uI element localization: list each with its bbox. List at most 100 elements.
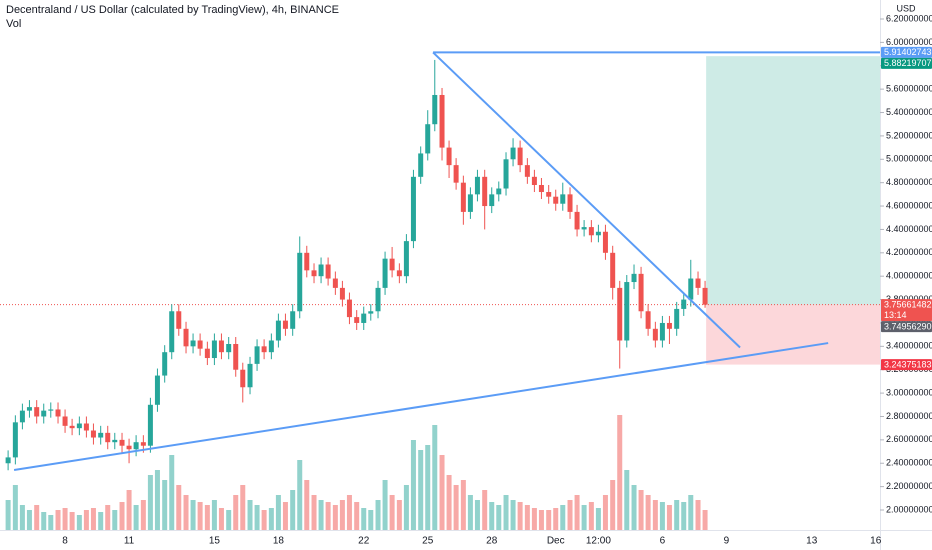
candle-body — [674, 308, 680, 329]
candle-body — [190, 340, 196, 347]
candle-body — [560, 194, 566, 204]
volume-bar — [83, 510, 89, 530]
candle-body — [19, 410, 25, 423]
candle-body — [588, 227, 594, 236]
volume-bar — [467, 495, 473, 530]
candle-body — [346, 299, 352, 318]
volume-bar — [218, 508, 224, 530]
volume-bar — [346, 495, 352, 530]
volume-bar — [538, 510, 544, 530]
volume-bar — [496, 505, 502, 530]
candle-body — [489, 194, 495, 207]
volume-bar — [12, 485, 18, 530]
candle-body — [204, 348, 210, 359]
volume-bar — [695, 500, 701, 530]
volume-bar — [254, 505, 260, 530]
volume-bar — [389, 495, 395, 530]
position-profit-zone — [706, 56, 880, 305]
x-tick-label: 22 — [358, 536, 370, 547]
candle-body — [446, 147, 452, 166]
candle-body — [624, 282, 630, 341]
y-tick-label: 5.20000000 — [886, 130, 932, 140]
candle-body — [339, 287, 345, 300]
candle-body — [631, 273, 637, 283]
volume-bar — [268, 508, 274, 530]
candle-body — [581, 227, 587, 230]
volume-bar — [410, 440, 416, 530]
volume-bar — [176, 485, 182, 530]
y-tick-label: 4.40000000 — [886, 224, 932, 234]
volume-bar — [112, 510, 118, 530]
volume-bar — [446, 475, 452, 530]
x-tick-label: 25 — [422, 536, 434, 547]
volume-bar — [41, 512, 47, 530]
volume-bar — [76, 515, 82, 530]
volume-bar — [375, 500, 381, 530]
candle-body — [140, 442, 146, 446]
candle-body — [112, 439, 118, 443]
candle-body — [524, 165, 530, 177]
candle-body — [361, 313, 367, 323]
countdown-label: 13:14 — [884, 310, 907, 320]
candle-body — [638, 273, 644, 312]
x-tick-label: 13 — [806, 536, 818, 547]
y-tick-label: 5.40000000 — [886, 107, 932, 117]
volume-bar — [617, 415, 623, 530]
trend-line — [13, 342, 829, 472]
volume-bar — [133, 505, 139, 530]
candle-body — [211, 340, 217, 359]
volume-bar — [311, 495, 317, 530]
volume-bar — [154, 470, 160, 530]
candle-body — [688, 278, 694, 300]
volume-bar — [147, 475, 153, 530]
volume-bar — [119, 502, 125, 530]
volume-bar — [204, 505, 210, 530]
volume-bar — [645, 495, 651, 530]
y-tick-label: 4.00000000 — [886, 271, 932, 281]
volume-bar — [546, 510, 552, 530]
candle-body — [83, 423, 89, 431]
candle-body — [233, 344, 239, 370]
candle-body — [261, 346, 267, 353]
candle-body — [354, 317, 360, 323]
volume-bar — [403, 485, 409, 530]
volume-bar — [702, 510, 708, 530]
volume-bar — [688, 495, 694, 530]
volume-bar — [531, 508, 537, 530]
volume-bar — [325, 502, 331, 530]
candle-body — [702, 287, 708, 305]
volume-bar — [624, 470, 630, 530]
candle-body — [567, 194, 573, 212]
candle-body — [396, 270, 402, 277]
price-label: 3.24375183 — [884, 359, 932, 369]
volume-bar — [681, 502, 687, 530]
volume-bar — [226, 510, 232, 530]
candle-body — [34, 407, 40, 417]
candle-body — [297, 252, 303, 312]
volume-bar — [247, 500, 253, 530]
candle-body — [290, 311, 296, 329]
price-label: 5.91402743 — [884, 47, 932, 57]
x-tick-label: 12:00 — [586, 536, 611, 547]
candle-body — [119, 439, 125, 446]
volume-bar — [524, 505, 530, 530]
price-label-box — [881, 46, 932, 58]
volume-bar — [396, 500, 402, 530]
x-tick-label: 16 — [870, 536, 882, 547]
y-tick-label: 2.40000000 — [886, 458, 932, 468]
volume-bar — [233, 495, 239, 530]
candle-body — [574, 211, 580, 230]
volume-bar — [26, 510, 32, 530]
y-tick-label: 5.60000000 — [886, 84, 932, 94]
volume-bar — [290, 490, 296, 530]
volume-bar — [510, 500, 516, 530]
candle-body — [26, 407, 32, 411]
volume-bar — [666, 505, 672, 530]
candle-body — [318, 264, 324, 277]
candle-body — [659, 322, 665, 341]
candle-body — [105, 432, 111, 443]
candle-body — [453, 165, 459, 183]
volume-bar — [19, 505, 25, 530]
volume-bar — [48, 515, 54, 530]
candle-body — [282, 320, 288, 329]
